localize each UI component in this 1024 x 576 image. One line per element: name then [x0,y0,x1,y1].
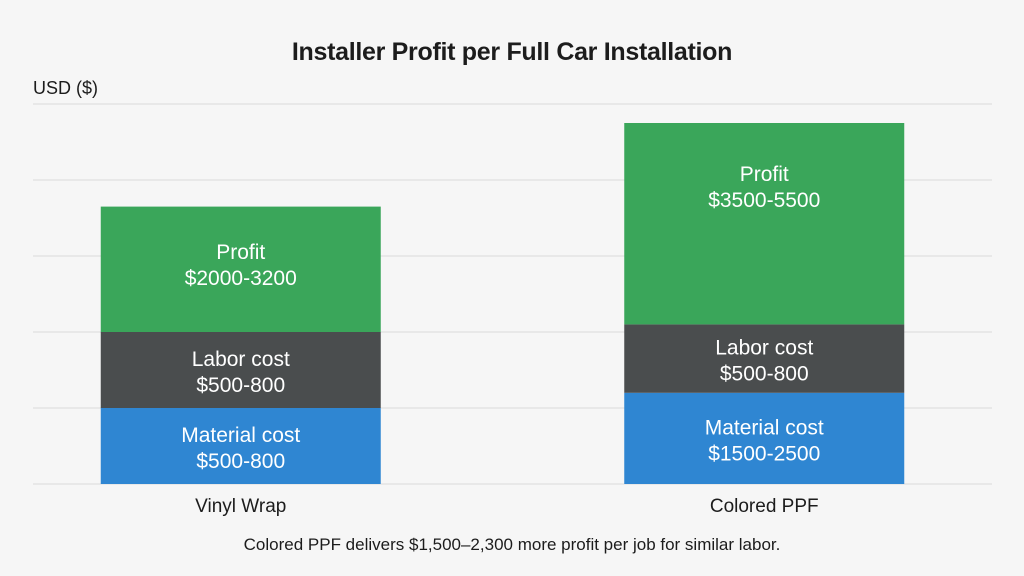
bar-segment [100,408,381,484]
bar-segment [624,324,905,393]
segment-name-label: Labor cost [715,337,813,360]
segment-value-label: $3500-5500 [708,189,820,212]
segment-value-label: $500-800 [196,450,285,473]
segment-name-label: Profit [216,241,265,264]
segment-name-label: Labor cost [192,348,290,371]
category-label: Colored PPF [710,496,819,517]
segment-value-label: $2000-3200 [185,267,297,290]
segment-name-label: Material cost [181,424,300,447]
segment-value-label: $1500-2500 [708,442,820,465]
bar-segment [624,123,905,325]
chart-title: Installer Profit per Full Car Installati… [291,38,733,66]
segment-value-label: $500-800 [196,374,285,397]
segment-value-label: $500-800 [720,363,809,386]
segment-name-label: Profit [740,163,789,186]
bar-segment [624,392,905,484]
chart-caption: Colored PPF delivers $1,500–2,300 more p… [243,535,781,554]
category-label: Vinyl Wrap [195,496,286,517]
bar-segment [100,332,381,408]
bar-segment [100,206,381,332]
segment-name-label: Material cost [705,416,824,439]
y-axis-label: USD ($) [33,78,99,98]
